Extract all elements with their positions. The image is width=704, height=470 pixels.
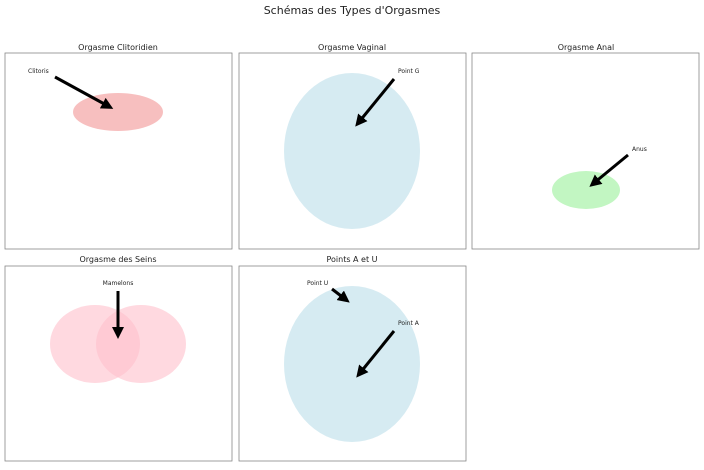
panel-title: Orgasme Vaginal xyxy=(318,43,386,52)
annotation-label: Point A xyxy=(398,320,420,327)
panel-frame xyxy=(238,265,467,462)
panel-frame xyxy=(471,52,700,250)
anus-shape xyxy=(552,171,620,209)
arrow-point-a xyxy=(356,330,396,378)
vagina-shape xyxy=(284,73,420,229)
vagina-shape xyxy=(284,286,420,442)
panel-frame xyxy=(4,265,233,462)
panel-seins: Orgasme des Seins Mamelons xyxy=(4,255,233,462)
annotation-label: Point U xyxy=(307,280,328,287)
annotation-label: Mamelons xyxy=(103,280,134,287)
arrow xyxy=(589,153,629,187)
panel-frame xyxy=(4,52,233,250)
figure-title: Schémas des Types d'Orgasmes xyxy=(264,4,441,17)
clitoris-shape xyxy=(73,93,163,131)
panel-clitoridien: Orgasme Clitoridien Clitoris xyxy=(4,43,233,250)
arrow-point-u xyxy=(331,287,350,303)
panel-title: Orgasme Clitoridien xyxy=(78,43,158,52)
breast-right-shape xyxy=(96,305,186,383)
panel-title: Orgasme Anal xyxy=(558,43,615,52)
panel-anal: Orgasme Anal Anus xyxy=(471,43,700,250)
annotation-label: Anus xyxy=(632,146,647,153)
panel-points-a-u: Points A et U Point U Point A xyxy=(238,255,467,462)
annotation-label: Clitoris xyxy=(28,68,49,75)
panel-vaginal: Orgasme Vaginal Point G xyxy=(238,43,467,250)
panel-frame xyxy=(238,52,467,250)
annotation-label: Point G xyxy=(398,68,420,75)
panel-title: Points A et U xyxy=(326,255,377,264)
arrow xyxy=(54,75,114,109)
arrow xyxy=(355,78,396,127)
panel-title: Orgasme des Seins xyxy=(79,255,156,264)
